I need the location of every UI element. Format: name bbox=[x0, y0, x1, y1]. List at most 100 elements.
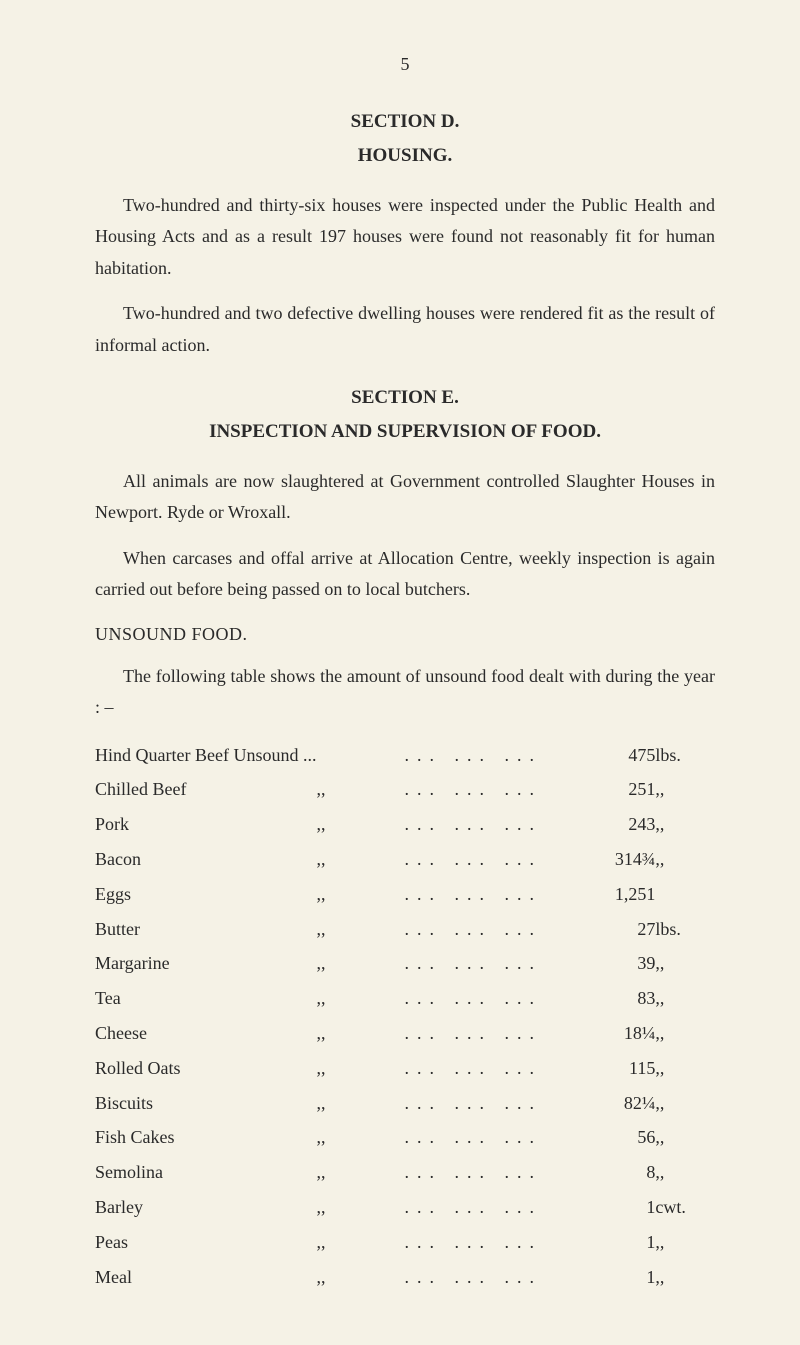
table-intro: The following table shows the amount of … bbox=[95, 661, 715, 724]
food-name: Butter bbox=[95, 912, 316, 947]
food-unit: ,, bbox=[655, 807, 715, 842]
food-unit: ,, bbox=[655, 1016, 715, 1051]
dots: ... ... ... bbox=[363, 842, 584, 877]
table-row: Biscuits,,... ... ...82¼,, bbox=[95, 1086, 715, 1121]
ditto-mark bbox=[316, 738, 363, 773]
ditto-mark: ,, bbox=[316, 946, 363, 981]
ditto-mark: ,, bbox=[316, 1051, 363, 1086]
food-amount: 27 bbox=[584, 912, 656, 947]
ditto-mark: ,, bbox=[316, 1120, 363, 1155]
dots: ... ... ... bbox=[363, 981, 584, 1016]
ditto-mark: ,, bbox=[316, 842, 363, 877]
table-row: Bacon,,... ... ...314¾,, bbox=[95, 842, 715, 877]
food-unit: ,, bbox=[655, 1086, 715, 1121]
ditto-mark: ,, bbox=[316, 1155, 363, 1190]
food-amount: 83 bbox=[584, 981, 656, 1016]
dots: ... ... ... bbox=[363, 1051, 584, 1086]
ditto-mark: ,, bbox=[316, 1016, 363, 1051]
food-name: Chilled Beef bbox=[95, 772, 316, 807]
food-amount: 1 bbox=[584, 1260, 656, 1295]
food-name: Biscuits bbox=[95, 1086, 316, 1121]
dots: ... ... ... bbox=[363, 738, 584, 773]
food-name: Hind Quarter Beef Unsound ... bbox=[95, 738, 316, 773]
dots: ... ... ... bbox=[363, 1155, 584, 1190]
section-d-subheading: HOUSING. bbox=[95, 141, 715, 171]
food-amount: 8 bbox=[584, 1155, 656, 1190]
table-row: Chilled Beef,,... ... ...251,, bbox=[95, 772, 715, 807]
food-name: Barley bbox=[95, 1190, 316, 1225]
food-unit: ,, bbox=[655, 772, 715, 807]
ditto-mark: ,, bbox=[316, 912, 363, 947]
food-name: Bacon bbox=[95, 842, 316, 877]
table-row: Fish Cakes,,... ... ...56,, bbox=[95, 1120, 715, 1155]
dots: ... ... ... bbox=[363, 1086, 584, 1121]
table-row: Tea,,... ... ...83,, bbox=[95, 981, 715, 1016]
food-unit: ,, bbox=[655, 842, 715, 877]
dots: ... ... ... bbox=[363, 877, 584, 912]
dots: ... ... ... bbox=[363, 1120, 584, 1155]
food-name: Fish Cakes bbox=[95, 1120, 316, 1155]
table-row: Cheese,,... ... ...18¼,, bbox=[95, 1016, 715, 1051]
dots: ... ... ... bbox=[363, 1016, 584, 1051]
food-name: Rolled Oats bbox=[95, 1051, 316, 1086]
section-e-para2: When carcases and offal arrive at Alloca… bbox=[95, 543, 715, 606]
section-e-heading: SECTION E. bbox=[95, 383, 715, 413]
table-row: Meal,,... ... ...1,, bbox=[95, 1260, 715, 1295]
dots: ... ... ... bbox=[363, 807, 584, 842]
food-name: Meal bbox=[95, 1260, 316, 1295]
ditto-mark: ,, bbox=[316, 1225, 363, 1260]
food-unit: lbs. bbox=[655, 738, 715, 773]
food-unit: ,, bbox=[655, 981, 715, 1016]
food-unit: ,, bbox=[655, 1260, 715, 1295]
ditto-mark: ,, bbox=[316, 1086, 363, 1121]
food-amount: 39 bbox=[584, 946, 656, 981]
dots: ... ... ... bbox=[363, 1260, 584, 1295]
section-e-para1: All animals are now slaughtered at Gover… bbox=[95, 466, 715, 529]
section-d-para2: Two-hundred and two defective dwelling h… bbox=[95, 298, 715, 361]
food-unit: ,, bbox=[655, 1225, 715, 1260]
ditto-mark: ,, bbox=[316, 1260, 363, 1295]
food-amount: 243 bbox=[584, 807, 656, 842]
table-row: Butter,,... ... ...27lbs. bbox=[95, 912, 715, 947]
section-d-para1: Two-hundred and thirty-six houses were i… bbox=[95, 190, 715, 285]
ditto-mark: ,, bbox=[316, 807, 363, 842]
table-row: Barley,,... ... ...1cwt. bbox=[95, 1190, 715, 1225]
dots: ... ... ... bbox=[363, 912, 584, 947]
food-name: Margarine bbox=[95, 946, 316, 981]
food-unit: ,, bbox=[655, 1051, 715, 1086]
table-row: Margarine,,... ... ...39,, bbox=[95, 946, 715, 981]
table-row: Hind Quarter Beef Unsound ... ... ... ...… bbox=[95, 738, 715, 773]
section-d-heading: SECTION D. bbox=[95, 107, 715, 137]
food-name: Eggs bbox=[95, 877, 316, 912]
ditto-mark: ,, bbox=[316, 1190, 363, 1225]
food-name: Tea bbox=[95, 981, 316, 1016]
page-number: 5 bbox=[95, 50, 715, 79]
food-amount: 475 bbox=[584, 738, 656, 773]
food-unit: cwt. bbox=[655, 1190, 715, 1225]
food-unit: lbs. bbox=[655, 912, 715, 947]
table-row: Peas,,... ... ...1,, bbox=[95, 1225, 715, 1260]
food-unit: ,, bbox=[655, 1120, 715, 1155]
food-unit: ,, bbox=[655, 946, 715, 981]
food-amount: 82¼ bbox=[584, 1086, 656, 1121]
food-unit: ,, bbox=[655, 1155, 715, 1190]
food-amount: 56 bbox=[584, 1120, 656, 1155]
food-amount: 314¾ bbox=[584, 842, 656, 877]
unsound-food-title: UNSOUND FOOD. bbox=[95, 620, 715, 649]
unsound-food-table: Hind Quarter Beef Unsound ... ... ... ...… bbox=[95, 738, 715, 1295]
dots: ... ... ... bbox=[363, 946, 584, 981]
ditto-mark: ,, bbox=[316, 981, 363, 1016]
section-e-subheading: INSPECTION AND SUPERVISION OF FOOD. bbox=[95, 417, 715, 447]
dots: ... ... ... bbox=[363, 1225, 584, 1260]
food-name: Pork bbox=[95, 807, 316, 842]
food-amount: 115 bbox=[584, 1051, 656, 1086]
food-amount: 1,251 bbox=[584, 877, 656, 912]
dots: ... ... ... bbox=[363, 1190, 584, 1225]
ditto-mark: ,, bbox=[316, 877, 363, 912]
food-amount: 18¼ bbox=[584, 1016, 656, 1051]
food-amount: 1 bbox=[584, 1225, 656, 1260]
food-name: Peas bbox=[95, 1225, 316, 1260]
table-row: Pork,,... ... ...243,, bbox=[95, 807, 715, 842]
food-amount: 1 bbox=[584, 1190, 656, 1225]
dots: ... ... ... bbox=[363, 772, 584, 807]
